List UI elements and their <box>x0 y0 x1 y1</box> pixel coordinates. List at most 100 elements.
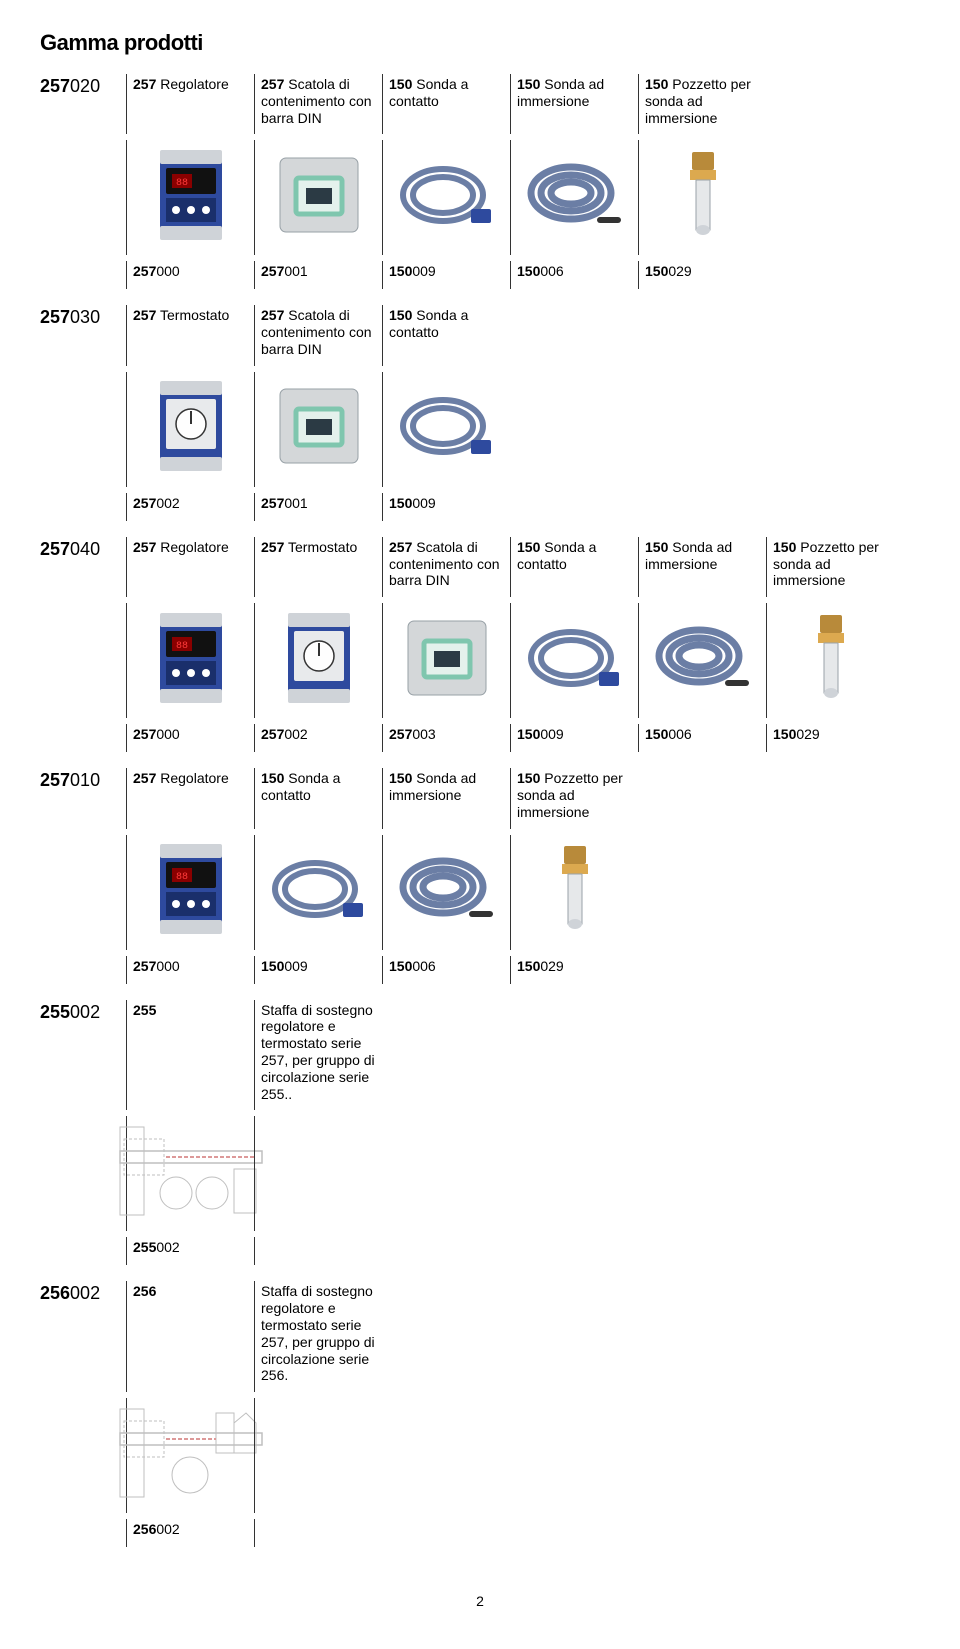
product-cell-label: 257 Regolatore <box>126 768 254 828</box>
product-cell-label: 150 Sonda ad immersione <box>638 537 766 597</box>
product-cell-code: 257002 <box>126 493 254 521</box>
product-cell-label: 257 Termostato <box>126 305 254 365</box>
product-cell-image <box>126 1398 254 1513</box>
scatola-icon <box>276 381 362 471</box>
kit-image-row <box>40 1398 920 1513</box>
product-cell-label: 150 Sonda a contatto <box>382 305 510 365</box>
kit-label-row: 257040257 Regolatore257 Termostato257 Sc… <box>40 537 920 597</box>
product-cell-code: 150009 <box>382 261 510 289</box>
kit-code-row: 257002257001150009 <box>40 493 920 521</box>
product-cell-code: 257003 <box>382 724 510 752</box>
sonda-immersione-icon <box>397 849 497 929</box>
kit-code-row: 257000257001150009150006150029 <box>40 261 920 289</box>
product-cell-code: 150029 <box>510 956 638 984</box>
kit-code: 257030 <box>40 305 126 328</box>
sonda-immersione-icon <box>653 618 753 698</box>
product-cell-code: 150006 <box>382 956 510 984</box>
kit-code: 257020 <box>40 74 126 97</box>
product-cell-code: 150009 <box>254 956 382 984</box>
product-cell-image <box>254 140 382 255</box>
kit-code-row: 256002 <box>40 1519 920 1547</box>
svg-text:88: 88 <box>175 872 187 883</box>
product-cell-code: 257001 <box>254 493 382 521</box>
product-cell-code: 150009 <box>510 724 638 752</box>
product-cell-image <box>382 372 510 487</box>
page-number: 2 <box>40 1593 920 1609</box>
product-cell-image <box>510 835 638 950</box>
product-cell-label: 257 Regolatore <box>126 74 254 134</box>
sonda-contatto-icon <box>269 849 369 929</box>
kit-image-row: 88 <box>40 603 920 718</box>
product-cell-label: 150 Sonda a contatto <box>254 768 382 828</box>
product-cell-code: 150006 <box>510 261 638 289</box>
product-cell-code: 257002 <box>254 724 382 752</box>
kit-code: 255002 <box>40 1000 126 1023</box>
product-cell-label: 257 Scatola di contenimento con barra DI… <box>254 74 382 134</box>
product-cell-label: 150 Sonda ad immersione <box>510 74 638 134</box>
product-cell-image <box>638 603 766 718</box>
product-cell-label: 257 Scatola di contenimento con barra DI… <box>254 305 382 365</box>
product-cell-image <box>254 1116 382 1231</box>
product-cell-label: 150 Pozzetto per sonda ad immersione <box>510 768 638 828</box>
pozzetto-icon <box>684 150 722 240</box>
kit-code-row: 257000257002257003150009150006150029 <box>40 724 920 752</box>
svg-text:88: 88 <box>175 641 187 652</box>
product-cell-image <box>254 372 382 487</box>
product-cell-image <box>510 603 638 718</box>
product-cell-image <box>254 835 382 950</box>
kit-image-row: 88 <box>40 835 920 950</box>
product-cell-code: 150009 <box>382 493 510 521</box>
product-cell-code: 257001 <box>254 261 382 289</box>
kit-label-row: 257010257 Regolatore150 Sonda a contatto… <box>40 768 920 828</box>
product-cell-label: Staffa di sostegno regolatore e termosta… <box>254 1281 382 1392</box>
product-cell-label: 150 Pozzetto per sonda ad immersione <box>766 537 894 597</box>
product-cell-label: 150 Sonda a contatto <box>382 74 510 134</box>
pozzetto-icon <box>812 613 850 703</box>
pozzetto-icon <box>556 844 594 934</box>
product-cell-image <box>254 1398 382 1513</box>
kit-code: 257010 <box>40 768 126 791</box>
kit-label-row: 256002256 Staffa di sostegno regolatore … <box>40 1281 920 1392</box>
kit-code: 257040 <box>40 537 126 560</box>
scatola-icon <box>276 150 362 240</box>
kit-label-row: 257030257 Termostato257 Scatola di conte… <box>40 305 920 365</box>
sonda-contatto-icon <box>397 386 497 466</box>
kit-image-row: 88 <box>40 140 920 255</box>
kit-label-row: 257020257 Regolatore257 Scatola di conte… <box>40 74 920 134</box>
staffa-icon <box>116 1121 266 1221</box>
product-cell-code: 150029 <box>638 261 766 289</box>
product-cell-label: 257 Regolatore <box>126 537 254 597</box>
product-kits-container: 257020257 Regolatore257 Scatola di conte… <box>40 74 920 1563</box>
product-cell-label: 150 Sonda a contatto <box>510 537 638 597</box>
termostato-icon <box>158 381 224 471</box>
product-cell-image <box>126 1116 254 1231</box>
product-cell-image: 88 <box>126 603 254 718</box>
product-cell-code: 255002 <box>126 1237 254 1265</box>
regolatore-icon: 88 <box>158 150 224 240</box>
sonda-contatto-icon <box>397 155 497 235</box>
kit-image-row <box>40 372 920 487</box>
kit-code-row: 255002 <box>40 1237 920 1265</box>
regolatore-icon: 88 <box>158 844 224 934</box>
product-cell-label: 256 <box>126 1281 254 1392</box>
product-cell-image <box>510 140 638 255</box>
product-cell-image <box>254 603 382 718</box>
termostato-icon <box>286 613 352 703</box>
product-cell-code: 150029 <box>766 724 894 752</box>
product-cell-label: 150 Pozzetto per sonda ad immersione <box>638 74 766 134</box>
kit-code-row: 257000150009150006150029 <box>40 956 920 984</box>
product-cell-image <box>766 603 894 718</box>
product-cell-code: 257000 <box>126 724 254 752</box>
product-cell-image <box>382 140 510 255</box>
product-cell-image: 88 <box>126 140 254 255</box>
product-cell-label: 257 Termostato <box>254 537 382 597</box>
product-cell-image: 88 <box>126 835 254 950</box>
product-cell-label: Staffa di sostegno regolatore e termosta… <box>254 1000 382 1111</box>
product-cell-label: 150 Sonda ad immersione <box>382 768 510 828</box>
product-cell-label: 257 Scatola di contenimento con barra DI… <box>382 537 510 597</box>
kit-image-row <box>40 1116 920 1231</box>
product-cell-image <box>638 140 766 255</box>
product-cell-image <box>126 372 254 487</box>
product-cell-code: 150006 <box>638 724 766 752</box>
page-title: Gamma prodotti <box>40 30 920 56</box>
